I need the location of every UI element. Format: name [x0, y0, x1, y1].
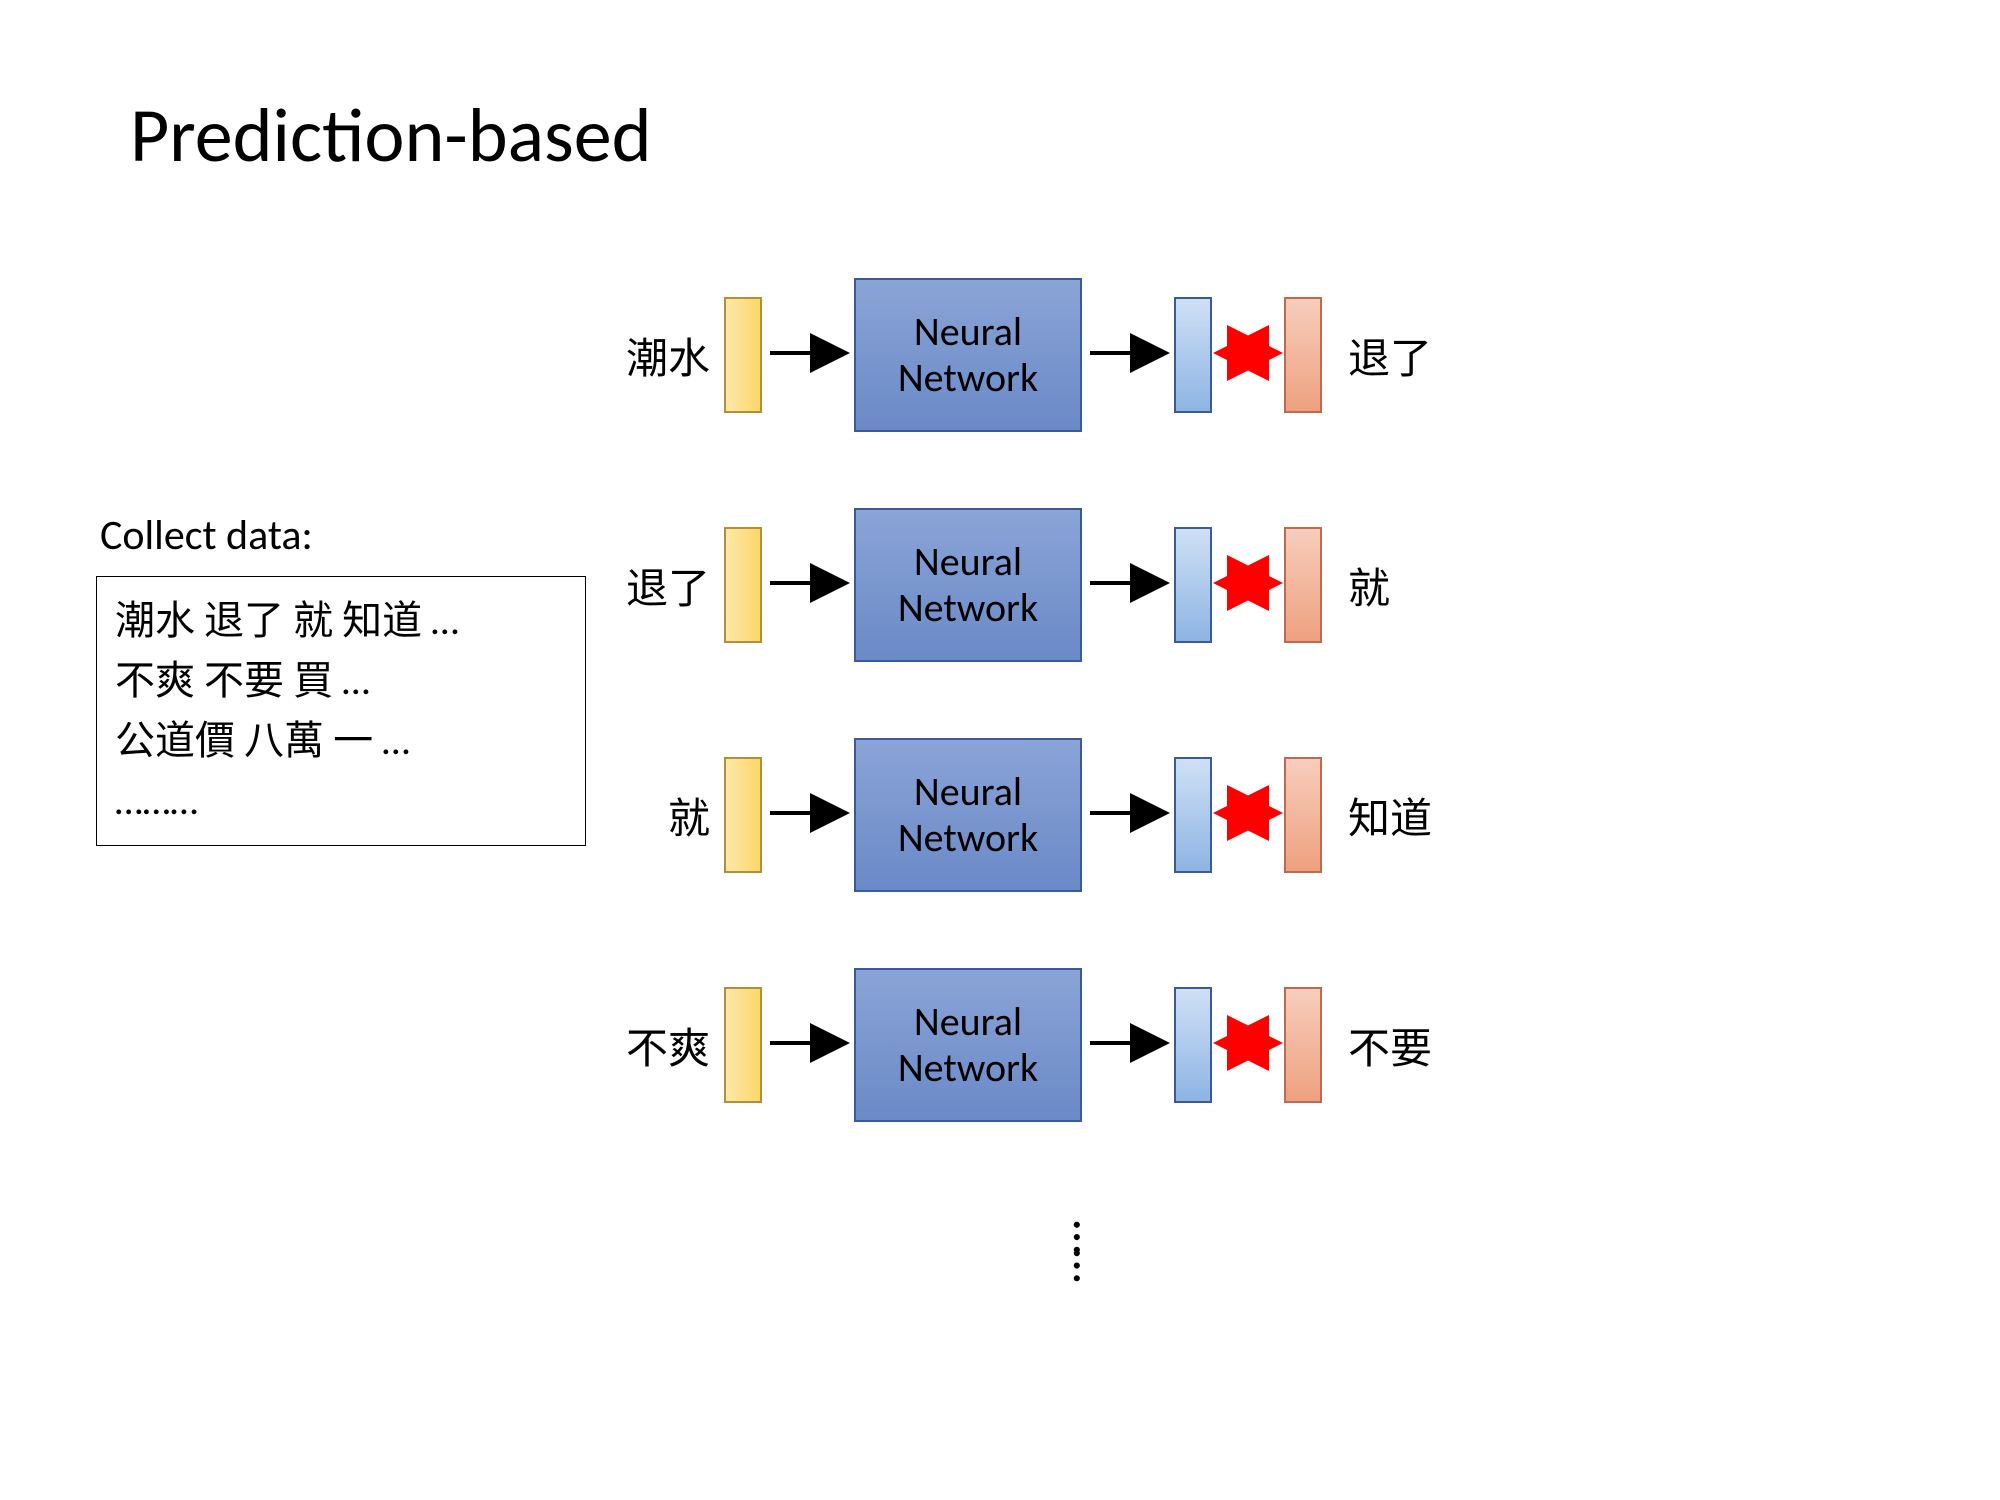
input-word: 就: [600, 785, 710, 846]
target-vector: [1284, 757, 1322, 873]
flow-row: 不爽 NeuralNetwork 不要: [600, 970, 1458, 1120]
flow-row: 潮水 NeuralNetwork 退了: [600, 280, 1458, 430]
input-vector: [724, 757, 762, 873]
target-vector: [1284, 527, 1322, 643]
input-word: 退了: [600, 555, 710, 616]
input-vector: [724, 527, 762, 643]
compare-arrow-icon: [1214, 571, 1282, 600]
target-vector: [1284, 987, 1322, 1103]
arrow-icon: [1090, 803, 1166, 828]
predicted-vector: [1174, 527, 1212, 643]
input-vector: [724, 987, 762, 1103]
arrow-icon: [770, 803, 846, 828]
arrow-icon: [770, 1033, 846, 1058]
data-box: 潮水 退了 就 知道 … 不爽 不要 買 … 公道價 八萬 一 … ………: [96, 576, 586, 846]
data-line: 公道價 八萬 一 …: [115, 711, 567, 771]
arrow-icon: [770, 573, 846, 598]
arrow-icon: [1090, 1033, 1166, 1058]
arrow-icon: [770, 343, 846, 368]
compare-arrow-icon: [1214, 341, 1282, 370]
flow-row: 退了 NeuralNetwork 就: [600, 510, 1458, 660]
page-title: Prediction-based: [130, 90, 652, 182]
data-line: 潮水 退了 就 知道 …: [115, 591, 567, 651]
output-word: 就: [1348, 555, 1458, 616]
input-word: 不爽: [600, 1015, 710, 1076]
data-line: ………: [115, 771, 567, 831]
input-vector: [724, 297, 762, 413]
output-word: 不要: [1348, 1015, 1458, 1076]
predicted-vector: [1174, 297, 1212, 413]
output-word: 知道: [1348, 785, 1458, 846]
compare-arrow-icon: [1214, 1031, 1282, 1060]
neural-network-box: NeuralNetwork: [854, 968, 1082, 1122]
arrow-icon: [1090, 343, 1166, 368]
neural-network-box: NeuralNetwork: [854, 738, 1082, 892]
compare-arrow-icon: [1214, 801, 1282, 830]
predicted-vector: [1174, 757, 1212, 873]
predicted-vector: [1174, 987, 1212, 1103]
target-vector: [1284, 297, 1322, 413]
flow-row: 就 NeuralNetwork 知道: [600, 740, 1458, 890]
data-line: 不爽 不要 買 …: [115, 651, 567, 711]
vertical-ellipsis: ……: [1060, 1220, 1121, 1277]
output-word: 退了: [1348, 325, 1458, 386]
neural-network-box: NeuralNetwork: [854, 508, 1082, 662]
neural-network-box: NeuralNetwork: [854, 278, 1082, 432]
arrow-icon: [1090, 573, 1166, 598]
collect-data-label: Collect data:: [100, 510, 313, 561]
input-word: 潮水: [600, 325, 710, 386]
